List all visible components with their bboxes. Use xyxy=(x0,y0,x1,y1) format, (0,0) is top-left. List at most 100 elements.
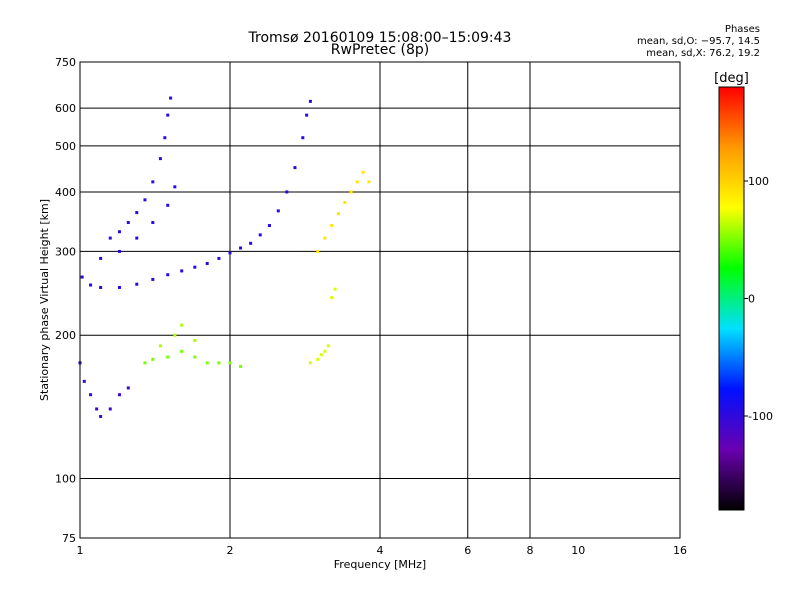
echo-point xyxy=(301,136,305,140)
echo-point xyxy=(158,344,162,348)
echo-point xyxy=(323,349,327,353)
echo-point xyxy=(336,212,340,216)
y-tick-label: 200 xyxy=(55,329,76,342)
x-tick-label: 6 xyxy=(464,544,471,557)
echo-point xyxy=(117,230,121,234)
echo-point xyxy=(323,236,327,240)
echo-point xyxy=(205,261,209,265)
echo-point xyxy=(135,211,139,215)
echo-point xyxy=(333,287,337,291)
echo-point xyxy=(108,407,112,411)
echo-point xyxy=(180,269,184,273)
x-tick-label: 1 xyxy=(77,544,84,557)
echo-point xyxy=(143,361,147,365)
echo-point xyxy=(276,209,280,213)
echo-point xyxy=(135,236,139,240)
echo-point xyxy=(163,136,167,140)
echo-point xyxy=(330,296,334,300)
echo-point xyxy=(330,224,334,228)
x-tick-label: 2 xyxy=(227,544,234,557)
echo-point xyxy=(349,190,353,194)
echo-point xyxy=(173,185,177,189)
echo-point xyxy=(228,251,232,255)
echo-point xyxy=(126,221,130,225)
echo-point xyxy=(193,338,197,342)
colorbar-tick-label: -100 xyxy=(748,410,773,423)
echo-point xyxy=(99,414,103,418)
x-tick-label: 8 xyxy=(527,544,534,557)
echo-point xyxy=(89,393,93,397)
echo-point xyxy=(285,190,289,194)
echo-point xyxy=(143,198,147,202)
echo-point xyxy=(180,349,184,353)
echo-point xyxy=(249,241,253,245)
echo-point xyxy=(117,393,121,397)
echo-point xyxy=(343,201,347,205)
echo-point xyxy=(239,364,243,368)
y-tick-label: 600 xyxy=(55,102,76,115)
echo-point xyxy=(319,353,323,357)
echo-point xyxy=(169,96,173,100)
echo-point xyxy=(316,249,320,253)
y-tick-label: 750 xyxy=(55,56,76,69)
colorbar-label: [deg] xyxy=(714,71,749,86)
echo-point xyxy=(151,357,155,361)
echo-point xyxy=(151,221,155,225)
echo-point xyxy=(308,361,312,365)
x-tick-label: 16 xyxy=(673,544,687,557)
y-tick-label: 75 xyxy=(62,532,76,545)
plot-grid xyxy=(80,62,680,538)
x-axis-ticks: 1 2 4 6 8 10 16 xyxy=(77,544,688,557)
echo-point xyxy=(166,113,170,117)
echo-point xyxy=(316,357,320,361)
echo-point xyxy=(367,180,371,184)
phase-stats-o: mean, sd,O: −95.7, 14.5 xyxy=(637,36,760,47)
echo-point xyxy=(99,285,103,289)
chart-title: Tromsø 20160109 15:08:00–15:09:43 xyxy=(248,30,512,46)
echo-point xyxy=(239,246,243,250)
y-tick-label: 100 xyxy=(55,473,76,486)
echo-point xyxy=(99,256,103,260)
echo-point xyxy=(126,386,130,390)
echo-point xyxy=(166,355,170,359)
echo-point xyxy=(151,277,155,281)
echo-point xyxy=(193,355,197,359)
echo-point xyxy=(166,203,170,207)
y-axis-label: Stationary phase Virtual Height [km] xyxy=(38,199,51,401)
echo-point xyxy=(80,275,84,279)
echo-point xyxy=(82,379,86,383)
echo-point xyxy=(267,224,271,228)
colorbar-tick-label: 100 xyxy=(748,175,769,188)
colorbar-ticks: 100 0 -100 xyxy=(744,175,773,423)
echo-point xyxy=(205,361,209,365)
x-tick-label: 10 xyxy=(571,544,585,557)
y-tick-label: 300 xyxy=(55,245,76,258)
x-axis-label: Frequency [MHz] xyxy=(334,558,426,571)
echo-point xyxy=(117,249,121,253)
echo-point xyxy=(151,180,155,184)
echo-point xyxy=(89,283,93,287)
echo-point xyxy=(217,361,221,365)
echo-point xyxy=(180,323,184,327)
echo-point xyxy=(258,233,262,237)
plot-frame xyxy=(79,61,681,539)
echo-point xyxy=(135,282,139,286)
colorbar xyxy=(718,86,745,511)
echo-point xyxy=(355,180,359,184)
echo-point xyxy=(95,407,99,411)
echo-point xyxy=(193,265,197,269)
echo-point xyxy=(158,157,162,161)
plot-points xyxy=(78,96,371,418)
chart-subtitle: RwPretec (8p) xyxy=(330,42,430,58)
phase-stats-title: Phases xyxy=(724,24,760,35)
echo-point xyxy=(326,344,330,348)
echo-point xyxy=(173,333,177,337)
echo-point xyxy=(361,170,365,174)
y-tick-label: 500 xyxy=(55,140,76,153)
echo-point xyxy=(166,273,170,277)
echo-point xyxy=(108,236,112,240)
phase-stats-x: mean, sd,X: 76.2, 19.2 xyxy=(646,48,760,59)
echo-point xyxy=(228,361,232,365)
y-tick-label: 400 xyxy=(55,186,76,199)
